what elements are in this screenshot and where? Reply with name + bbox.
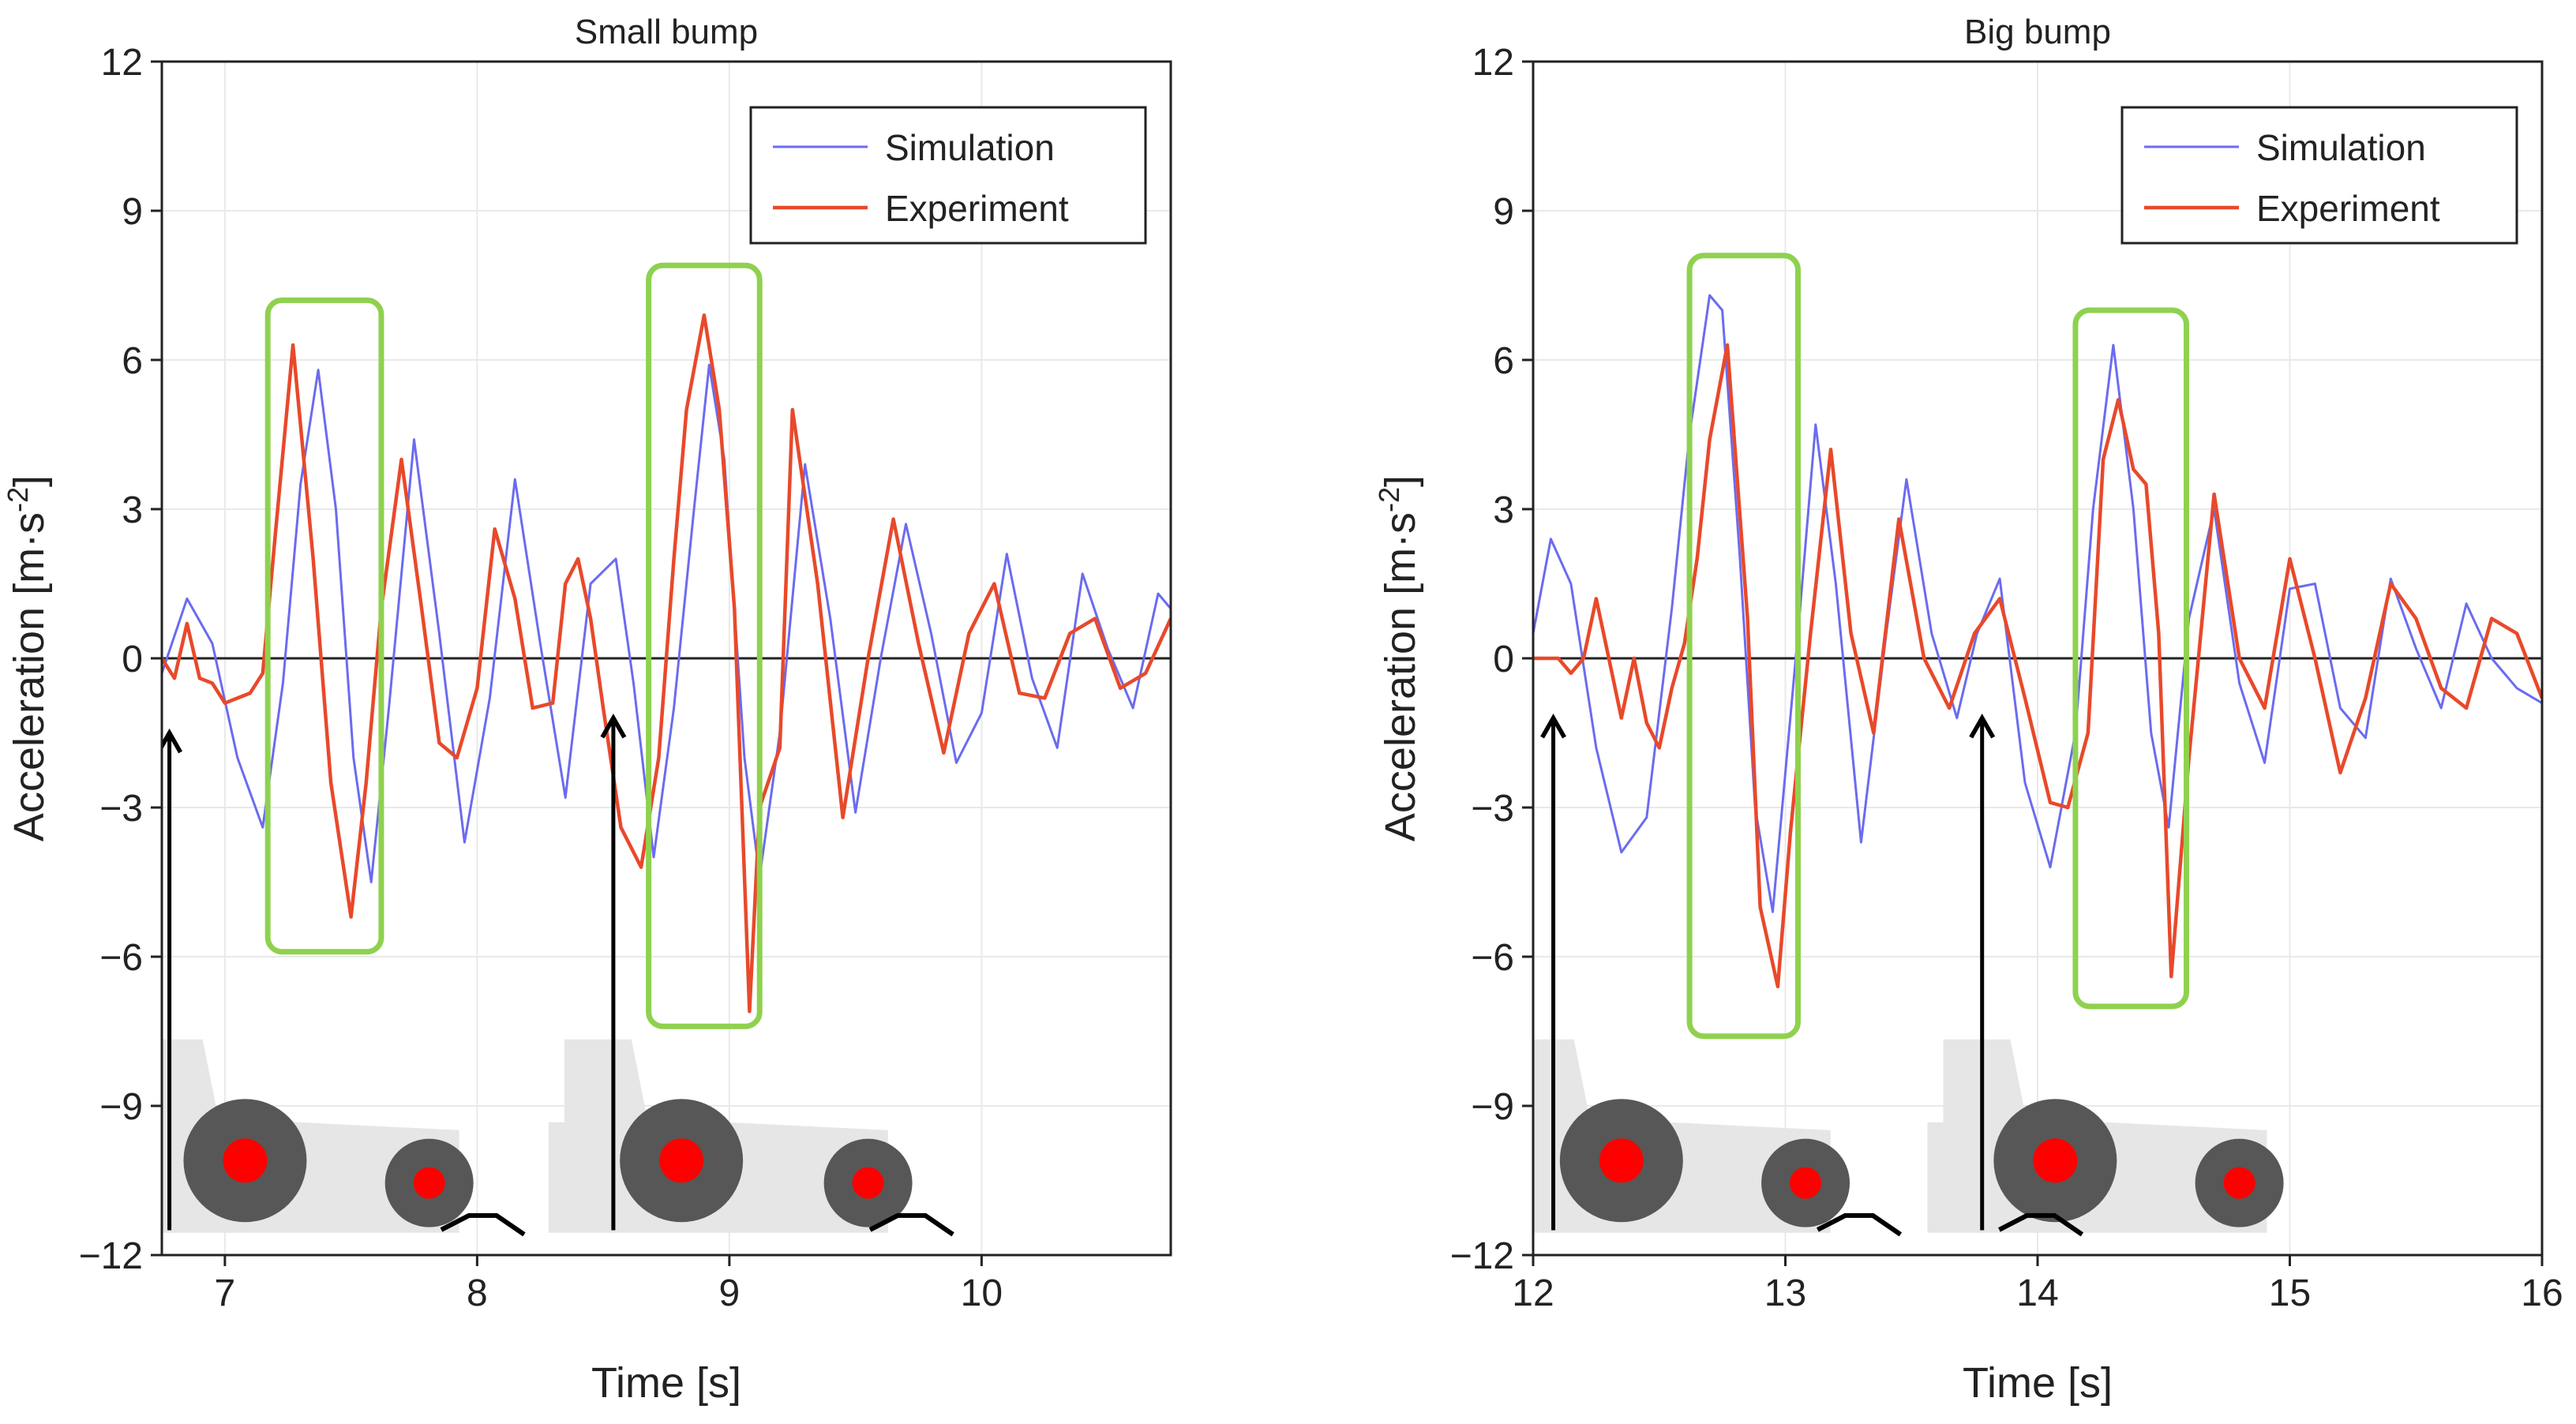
y-axis-label-sup: -2: [2, 487, 34, 512]
x-tick-label: 12: [1512, 1272, 1554, 1314]
y-tick-label: 0: [122, 639, 143, 680]
y-tick-label: 9: [122, 191, 143, 233]
y-axis-label-sup: -2: [1373, 487, 1405, 512]
y-tick-label: 9: [1493, 191, 1514, 233]
legend-box: [749, 106, 1147, 245]
legend-label: Experiment: [885, 188, 1069, 229]
x-tick-label: 7: [215, 1272, 236, 1314]
y-axis-label-end: ]: [6, 475, 53, 487]
tractor-icon: [1533, 1039, 1903, 1237]
tractor-icon: [162, 1039, 526, 1237]
simulation-line: [162, 363, 1171, 883]
x-tick-label: 16: [2521, 1272, 2563, 1314]
highlight-box: [1686, 253, 1801, 1040]
simulation-line: [1533, 294, 2542, 913]
chart-title: Small bump: [575, 13, 758, 51]
y-tick-label: −6: [99, 937, 143, 979]
bump-icon: [1816, 1212, 1903, 1237]
legend-box: [2120, 106, 2518, 245]
small-bump-panel: −12 −9 −6 −3 0 3 6 9 12 7 8 9 10 Small bump Time [s] Ac…: [2, 13, 1172, 1407]
tractor-icon: [548, 1039, 954, 1237]
tractor-icon: [1927, 1039, 2284, 1237]
front-wheel-hub: [413, 1167, 445, 1199]
plot-area: [162, 262, 1171, 1237]
front-wheel-hub: [1790, 1167, 1822, 1199]
y-axis-label-main: Acceleration [m·s: [6, 512, 53, 841]
x-tick-label: 8: [467, 1272, 488, 1314]
y-axis-label-main: Acceleration [m·s: [1377, 512, 1424, 841]
x-tick-label: 14: [2016, 1272, 2058, 1314]
plot-area: [1533, 253, 2542, 1237]
y-tick-label: 3: [1493, 489, 1514, 531]
chart-title: Big bump: [1964, 13, 2111, 51]
y-tick-label: 0: [1493, 639, 1514, 680]
y-tick-label: 3: [122, 489, 143, 531]
y-tick-label: −6: [1471, 937, 1514, 979]
y-tick-label: −3: [1471, 788, 1514, 830]
x-tick-label: 9: [719, 1272, 741, 1314]
legend-label: Simulation: [2256, 127, 2426, 168]
y-axis-label: Acceleration [m·s-2]: [1373, 475, 1424, 841]
rear-wheel-hub: [1599, 1138, 1644, 1183]
legend: Simulation Experiment: [2120, 106, 2518, 245]
x-tick-label: 13: [1764, 1272, 1806, 1314]
y-axis-label: Acceleration [m·s-2]: [2, 475, 53, 841]
rear-wheel-hub: [2033, 1138, 2078, 1183]
highlight-box: [2072, 307, 2190, 1010]
bump-icon: [440, 1212, 526, 1237]
legend: Simulation Experiment: [749, 106, 1147, 245]
front-wheel-hub: [852, 1167, 884, 1199]
x-tick-label: 15: [2269, 1272, 2311, 1314]
y-tick-label: −3: [99, 788, 143, 830]
legend-label: Simulation: [885, 127, 1055, 168]
y-tick-label: −9: [99, 1086, 143, 1128]
x-axis-label: Time [s]: [591, 1359, 741, 1407]
y-axis-label-end: ]: [1377, 475, 1424, 487]
rear-wheel-hub: [223, 1138, 268, 1183]
experiment-line: [162, 313, 1171, 1014]
y-tick-label: 12: [101, 42, 143, 84]
big-bump-panel: −12 −9 −6 −3 0 3 6 9 12 12 13 14 15 16 Big bump Time [s…: [1373, 13, 2563, 1407]
highlight-box: [646, 262, 763, 1029]
legend-label: Experiment: [2256, 188, 2440, 229]
rear-wheel-hub: [659, 1138, 704, 1183]
x-tick-label: 10: [961, 1272, 1003, 1314]
bump-icon: [868, 1212, 954, 1237]
bump-icon: [1998, 1212, 2084, 1237]
y-tick-label: 6: [1493, 340, 1514, 382]
y-tick-label: −12: [79, 1235, 143, 1277]
y-tick-label: −9: [1471, 1086, 1514, 1128]
front-wheel-hub: [2223, 1167, 2255, 1199]
experiment-line: [1533, 343, 2542, 989]
y-tick-label: 6: [122, 340, 143, 382]
y-tick-label: −12: [1450, 1235, 1514, 1277]
y-tick-label: 12: [1472, 42, 1514, 84]
x-axis-label: Time [s]: [1963, 1359, 2113, 1407]
highlight-box: [264, 297, 384, 955]
